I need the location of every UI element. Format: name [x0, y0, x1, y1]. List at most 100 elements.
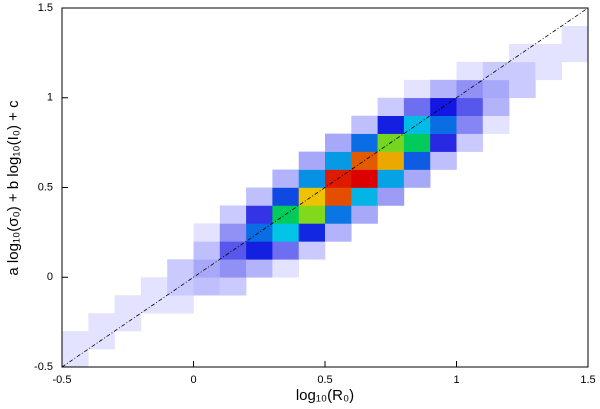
density-cell	[88, 349, 115, 367]
density-cell	[325, 313, 352, 331]
density-cell	[378, 26, 405, 44]
density-cell	[115, 44, 142, 62]
density-cell	[219, 259, 247, 278]
density-cell	[430, 259, 457, 277]
density-cell	[483, 170, 510, 188]
diagonal-reference	[61, 7, 589, 368]
density-cell	[535, 277, 562, 295]
density-cell	[457, 205, 484, 223]
density-cell	[299, 331, 326, 349]
density-cell	[62, 188, 89, 206]
density-cell	[483, 205, 510, 223]
density-cell	[194, 116, 221, 134]
density-cell	[167, 295, 194, 314]
density-cell	[404, 277, 431, 295]
density-cell	[167, 188, 194, 206]
density-cell	[351, 80, 378, 98]
density-cell	[403, 133, 431, 152]
density-cell	[88, 80, 115, 98]
density-cell	[272, 80, 299, 98]
density-cell	[351, 44, 378, 62]
density-cell	[562, 116, 589, 134]
density-cell	[62, 26, 89, 44]
density-cell	[509, 313, 536, 331]
density-cell	[509, 61, 536, 81]
density-cell	[351, 187, 378, 206]
density-cell	[430, 331, 457, 349]
density-cell	[483, 26, 510, 44]
density-cell	[246, 134, 273, 152]
density-cell	[509, 170, 536, 188]
density-cell	[167, 98, 194, 116]
density-cell	[351, 277, 378, 295]
density-cell	[62, 44, 89, 62]
density-cell	[535, 116, 562, 134]
density-cell	[272, 187, 299, 206]
density-cell	[483, 188, 510, 206]
density-cell	[430, 277, 457, 295]
density-cell	[351, 8, 378, 26]
density-cell	[167, 259, 194, 278]
density-cell	[378, 349, 405, 367]
density-cell	[62, 277, 89, 295]
density-cell	[299, 134, 326, 152]
density-cell	[194, 98, 221, 116]
density-cell	[246, 187, 273, 206]
density-cell	[483, 134, 510, 152]
density-cell	[404, 8, 431, 26]
density-cell	[141, 44, 168, 62]
density-cell	[430, 44, 457, 62]
density-cell	[115, 26, 142, 44]
density-cell	[404, 188, 431, 206]
density-cell	[509, 331, 536, 349]
density-cell	[351, 98, 378, 116]
density-cell	[351, 133, 378, 152]
density-cell	[272, 116, 299, 134]
density-cell	[141, 349, 168, 367]
y-tick-label: 1	[47, 92, 53, 104]
density-cell	[246, 277, 273, 295]
density-cell	[430, 62, 457, 80]
density-cell	[483, 241, 510, 259]
density-cell	[378, 8, 405, 26]
density-cell	[272, 295, 299, 313]
density-cell	[483, 8, 510, 26]
density-cell	[272, 44, 299, 62]
density-cell	[325, 331, 352, 349]
density-cell	[378, 80, 405, 98]
density-cell	[325, 151, 352, 170]
density-cell	[220, 26, 247, 44]
density-cell	[194, 152, 221, 170]
density-cell	[483, 349, 510, 367]
density-cell	[325, 44, 352, 62]
density-cell	[88, 170, 115, 188]
density-cell	[378, 295, 405, 313]
density-cell	[325, 26, 352, 44]
density-cell	[246, 349, 273, 367]
density-cell	[483, 277, 510, 295]
density-cell	[167, 116, 194, 134]
density-cell	[457, 44, 484, 62]
density-cell	[88, 277, 115, 295]
density-cell	[378, 44, 405, 62]
density-cell	[62, 98, 89, 116]
density-cell	[219, 277, 247, 296]
density-cell	[299, 277, 326, 295]
density-cell	[62, 223, 89, 241]
density-cell	[272, 26, 299, 44]
density-cell	[115, 62, 142, 80]
density-cell	[141, 170, 168, 188]
density-cell	[509, 349, 536, 367]
density-cell	[167, 62, 194, 80]
density-cell	[88, 295, 115, 313]
density-cell	[325, 259, 352, 277]
density-cell	[62, 80, 89, 98]
density-cell	[509, 116, 536, 134]
density-cell	[456, 61, 484, 81]
density-cell	[299, 259, 326, 277]
density-cell	[141, 116, 168, 134]
density-cell	[62, 62, 89, 80]
density-cell	[378, 205, 405, 223]
density-cell	[62, 134, 89, 152]
